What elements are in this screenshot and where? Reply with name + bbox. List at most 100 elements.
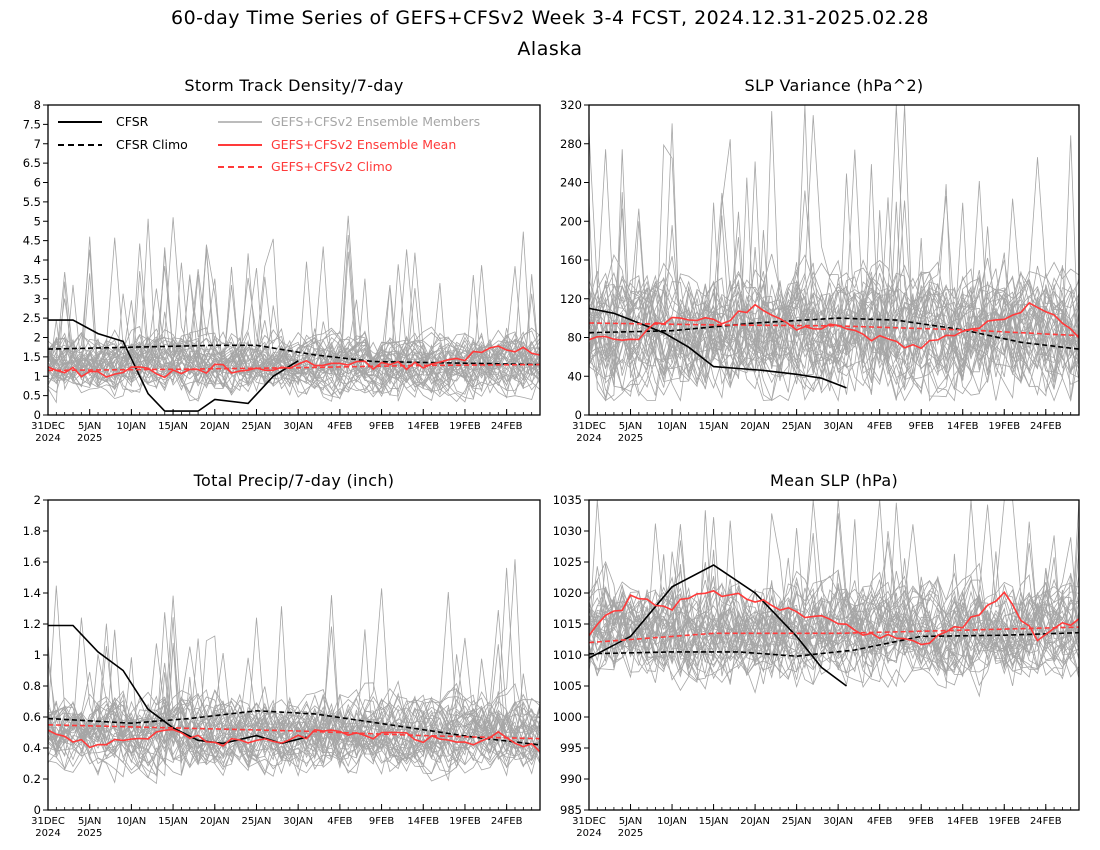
x-tick-label: 10JAN [657, 421, 687, 432]
y-tick-label: 2 [34, 331, 41, 345]
member-line [588, 254, 1080, 402]
x-tick-label: 19FEB [988, 816, 1020, 827]
x-tick-label: 15JAN [699, 816, 729, 827]
ensemble-members [588, 104, 1080, 403]
legend-label-members: GEFS+CFSv2 Ensemble Members [271, 114, 480, 129]
y-tick-label: 320 [560, 98, 582, 112]
y-tick-label: 0.6 [23, 710, 41, 724]
member-line [47, 638, 541, 777]
member-line [47, 305, 541, 394]
y-tick-label: 0 [34, 408, 41, 422]
member-line [47, 672, 541, 778]
member-line [47, 680, 541, 773]
series-line-gefs-cfsv2-climo [588, 626, 1080, 644]
x-tick-label: 5JAN [78, 421, 101, 432]
member-line [47, 645, 541, 770]
member-line [588, 540, 1080, 675]
figure-title: 60-day Time Series of GEFS+CFSv2 Week 3-… [171, 7, 929, 29]
y-tick-label: 2.5 [23, 311, 41, 325]
series-line-cfsr [588, 307, 847, 389]
x-tick-label: 20JAN [200, 816, 230, 827]
x-tick-year: 2024 [35, 433, 60, 444]
y-tick-label: 1.8 [23, 524, 41, 538]
x-tick-label: 20JAN [740, 816, 770, 827]
y-tick-label: 1020 [553, 586, 582, 600]
y-tick-label: 0.4 [23, 741, 41, 755]
x-tick-year: 2025 [618, 828, 643, 839]
x-tick-label: 30JAN [283, 816, 313, 827]
legend-label-mean: GEFS+CFSv2 Ensemble Mean [271, 137, 456, 152]
y-tick-label: 200 [560, 214, 582, 228]
member-line [588, 139, 1080, 394]
member-line [588, 586, 1080, 690]
x-tick-label: 14FEB [947, 816, 979, 827]
member-line [588, 123, 1080, 401]
panel-title: Total Precip/7-day (inch) [193, 471, 395, 490]
plot-area: 985 990 995 1000 1005 1010 1015 1020 1025 1030 103… [553, 493, 1080, 839]
x-tick-label: 5JAN [78, 816, 101, 827]
panel-title: SLP Variance (hPa^2) [745, 76, 924, 95]
x-tick-label: 9FEB [369, 421, 394, 432]
member-line [47, 244, 541, 400]
plot-area: 00.511.522.533.544.555.566.577.5831DEC20… [23, 98, 541, 444]
legend-label-cfsr-climo: CFSR Climo [116, 137, 188, 152]
series-line-cfsr-climo [588, 317, 1080, 350]
x-tick-label: 10JAN [116, 421, 146, 432]
y-tick-label: 985 [560, 803, 582, 817]
member-line [588, 192, 1080, 396]
x-tick-label: 25JAN [242, 421, 272, 432]
member-line [588, 264, 1080, 396]
y-tick-label: 1 [34, 648, 41, 662]
y-tick-label: 5.5 [23, 195, 41, 209]
panel-slp-variance: SLP Variance (hPa^2) 0 40 80 120 160 200 240 28… [560, 76, 1080, 444]
member-line [588, 566, 1080, 668]
x-tick-label: 25JAN [242, 816, 272, 827]
x-tick-label: 5JAN [619, 421, 642, 432]
series-line-gefs-cfsv2-ensemble-mean [588, 589, 1080, 646]
series-line-gefs-cfsv2-ensemble-mean [47, 345, 541, 379]
x-tick-label: 14FEB [407, 421, 439, 432]
x-tick-label: 15JAN [699, 421, 729, 432]
y-tick-label: 1025 [553, 555, 582, 569]
member-line [588, 177, 1080, 402]
y-tick-label: 1.4 [23, 586, 41, 600]
y-tick-label: 1.5 [23, 350, 41, 364]
member-line [588, 575, 1080, 677]
member-line [588, 580, 1080, 685]
ensemble-members [588, 499, 1080, 698]
x-tick-year: 2024 [576, 433, 601, 444]
member-line [588, 499, 1080, 679]
legend: CFSR CFSR Climo GEFS+CFSv2 Ensemble Memb… [58, 114, 480, 174]
panel-title: Storm Track Density/7-day [184, 76, 403, 95]
series-line-cfsr [588, 564, 847, 687]
y-tick-label: 0 [34, 803, 41, 817]
x-tick-year: 2024 [35, 828, 60, 839]
ensemble-members [47, 559, 541, 785]
x-tick-label: 31DEC [572, 816, 606, 827]
member-line [588, 131, 1080, 390]
y-tick-label: 120 [560, 292, 582, 306]
member-line [47, 657, 541, 770]
x-tick-label: 9FEB [909, 421, 934, 432]
y-tick-label: 4.5 [23, 234, 41, 248]
member-line [47, 243, 541, 400]
member-line [588, 535, 1080, 689]
x-tick-label: 14FEB [947, 421, 979, 432]
member-line [588, 268, 1080, 402]
member-line [47, 691, 541, 774]
x-tick-label: 30JAN [823, 816, 853, 827]
x-tick-label: 4FEB [327, 816, 352, 827]
y-tick-label: 4 [34, 253, 41, 267]
y-tick-label: 1015 [553, 617, 582, 631]
member-line [47, 585, 541, 778]
y-tick-label: 0.5 [23, 389, 41, 403]
member-line [588, 262, 1080, 402]
x-tick-label: 9FEB [909, 816, 934, 827]
x-tick-label: 24FEB [491, 816, 523, 827]
x-tick-label: 31DEC [31, 816, 65, 827]
panel-title: Mean SLP (hPa) [770, 471, 898, 490]
y-tick-label: 1030 [553, 524, 582, 538]
